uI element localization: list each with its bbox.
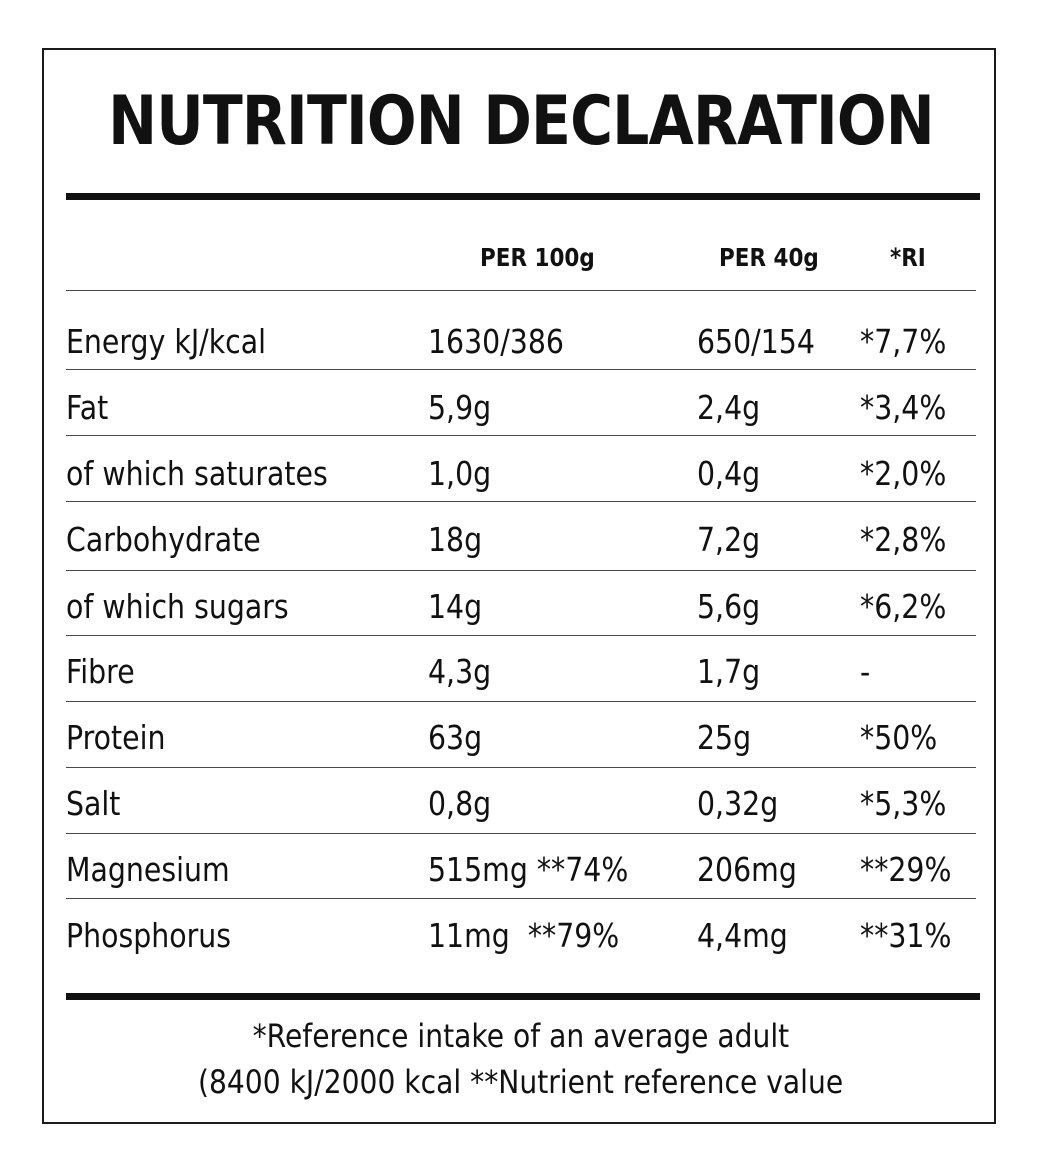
nutrient-name: Magnesium (66, 850, 230, 889)
table-row: Phosphorus 11mg **79% 4,4mg **31% (0, 902, 1042, 968)
row-divider (66, 833, 976, 834)
nutrient-name: Energy kJ/kcal (66, 322, 267, 361)
title-divider (66, 193, 980, 200)
value-ri: *50% (860, 718, 938, 757)
row-divider (66, 767, 976, 768)
footnote-nutrient-reference: (8400 kJ/2000 kcal **Nutrient reference … (0, 1060, 1042, 1104)
value-per-40g: 7,2g (697, 520, 761, 559)
value-per-40g: 1,7g (697, 652, 761, 691)
value-per-100g: 5,9g (428, 388, 492, 427)
table-row: Protein 63g 25g *50% (0, 704, 1042, 770)
value-per-40g: 206mg (697, 850, 797, 889)
value-ri: *2,0% (860, 454, 947, 493)
table-row: Fat 5,9g 2,4g *3,4% (0, 374, 1042, 440)
value-per-100g: 63g (428, 718, 483, 757)
row-divider (66, 701, 976, 702)
value-per-100g: 18g (428, 520, 483, 559)
value-per-40g: 2,4g (697, 388, 761, 427)
footnote-line-1: *Reference intake of an average adult (252, 1017, 790, 1055)
value-per-40g: 0,32g (697, 784, 779, 823)
value-per-100g: 14g (428, 587, 483, 626)
row-divider (66, 635, 976, 636)
nutrient-name: of which saturates (66, 454, 328, 493)
table-row: Salt 0,8g 0,32g *5,3% (0, 770, 1042, 836)
footnote-line-2: (8400 kJ/2000 kcal **Nutrient reference … (198, 1063, 844, 1101)
row-divider (66, 501, 976, 502)
table-row: Magnesium 515mg **74% 206mg **29% (0, 836, 1042, 902)
value-per-40g: 650/154 (697, 322, 815, 361)
value-ri: - (860, 652, 871, 691)
label-title: NUTRITION DECLARATION (108, 82, 935, 161)
value-ri: **31% (860, 916, 952, 955)
nutrient-name: Protein (66, 718, 166, 757)
value-per-100g: 515mg **74% (428, 850, 629, 889)
table-row: Carbohydrate 18g 7,2g *2,8% (0, 506, 1042, 572)
nutrient-name: Salt (66, 784, 121, 823)
nutrient-name: of which sugars (66, 587, 289, 626)
value-ri: *5,3% (860, 784, 947, 823)
value-per-100g: 4,3g (428, 652, 492, 691)
value-per-100g: 1,0g (428, 454, 492, 493)
value-ri: *6,2% (860, 587, 947, 626)
value-ri: *7,7% (860, 322, 947, 361)
nutrient-name: Phosphorus (66, 916, 232, 955)
table-row: of which sugars 14g 5,6g *6,2% (0, 573, 1042, 639)
value-per-40g: 0,4g (697, 454, 761, 493)
column-header-per-40g: PER 40g (719, 243, 819, 272)
nutrient-name: Fibre (66, 652, 135, 691)
value-per-40g: 4,4mg (697, 916, 788, 955)
value-per-100g: 1630/386 (428, 322, 564, 361)
row-divider (66, 898, 976, 899)
value-per-100g: 11mg **79% (428, 916, 620, 955)
column-header-ri: *RI (890, 243, 926, 272)
column-header-per-100g: PER 100g (480, 243, 595, 272)
row-divider (66, 435, 976, 436)
table-row: Energy kJ/kcal 1630/386 650/154 *7,7% (0, 308, 1042, 374)
footnote-reference-intake: *Reference intake of an average adult (0, 1014, 1042, 1058)
value-ri: **29% (860, 850, 952, 889)
table-row: of which saturates 1,0g 0,4g *2,0% (0, 440, 1042, 506)
row-divider (66, 570, 976, 571)
nutrient-name: Carbohydrate (66, 520, 261, 559)
nutrition-label-panel (42, 48, 996, 1124)
value-ri: *2,8% (860, 520, 947, 559)
value-per-40g: 5,6g (697, 587, 761, 626)
table-row: Fibre 4,3g 1,7g - (0, 638, 1042, 704)
value-per-100g: 0,8g (428, 784, 492, 823)
footer-divider (66, 993, 980, 1000)
value-per-40g: 25g (697, 718, 752, 757)
value-ri: *3,4% (860, 388, 947, 427)
nutrient-name: Fat (66, 388, 109, 427)
header-divider (66, 290, 976, 291)
row-divider (66, 369, 976, 370)
